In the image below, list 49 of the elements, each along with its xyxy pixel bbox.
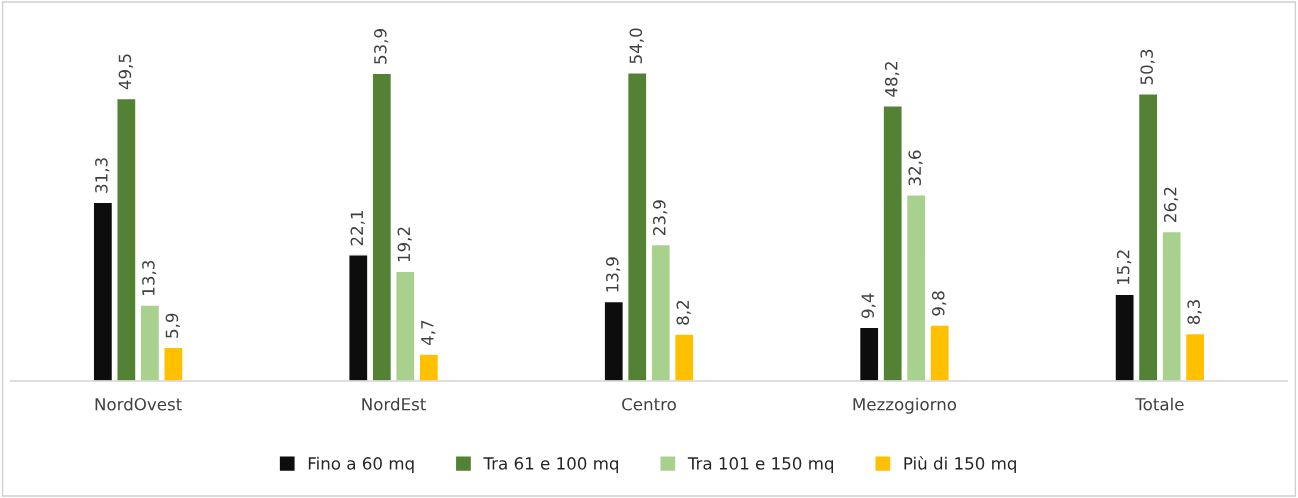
legend-label: Fino a 60 mq [308,456,414,473]
data-label: 8,2 [676,301,691,325]
x-tick-label: Mezzogiorno [853,397,957,414]
bar [626,72,648,381]
data-label: 54,0 [629,28,644,64]
bar [905,194,927,381]
bar [371,72,393,381]
x-tick-label: NordOvest [95,397,182,411]
data-label: 13,9 [605,257,621,292]
bar [650,243,672,381]
bar [1114,293,1135,381]
data-label: 13,3 [142,260,157,295]
bar [1161,230,1182,381]
data-label: 26,2 [1163,187,1179,222]
x-tick-label: Centro [622,397,676,411]
bar [92,201,114,381]
data-label: 4,7 [421,320,436,345]
data-label: 53,9 [374,29,389,64]
bar [882,105,903,381]
legend-label: Tra 61 e 100 mq [483,457,618,473]
data-label: 9,4 [861,293,876,318]
data-label: 50,3 [1140,49,1155,85]
bar [139,304,161,381]
data-label: 49,5 [118,54,133,90]
bar [395,270,416,381]
data-label: 31,3 [95,158,110,193]
legend-label: Tra 101 e 150 mq [687,457,833,473]
bar [929,324,950,381]
data-label: 5,9 [165,313,180,338]
bar [603,300,625,381]
legend-label: Più di 150 mq [904,456,1016,473]
data-label: 15,2 [1116,250,1132,285]
bar [1184,332,1206,381]
bar [418,353,440,381]
bar [348,254,369,381]
data-label: 32,6 [908,150,923,186]
x-tick-label: NordEst [362,397,426,411]
bar [673,333,695,381]
data-label: 48,2 [884,62,900,97]
data-label: 19,2 [397,227,412,262]
data-label: 22,1 [350,210,365,246]
data-label: 23,9 [652,200,668,236]
data-label: 9,8 [931,291,947,316]
bar [163,346,184,381]
x-tick-label: Totale [1135,397,1184,411]
bar [1137,93,1159,381]
bar [858,326,880,381]
bar [116,97,137,381]
data-label: 8,3 [1187,300,1202,325]
